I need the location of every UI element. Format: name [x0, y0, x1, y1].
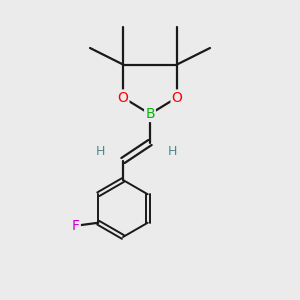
- Text: B: B: [145, 107, 155, 121]
- Text: F: F: [72, 219, 80, 233]
- Text: O: O: [118, 91, 128, 104]
- Text: H: H: [168, 145, 177, 158]
- Text: H: H: [96, 145, 105, 158]
- Text: O: O: [172, 91, 182, 104]
